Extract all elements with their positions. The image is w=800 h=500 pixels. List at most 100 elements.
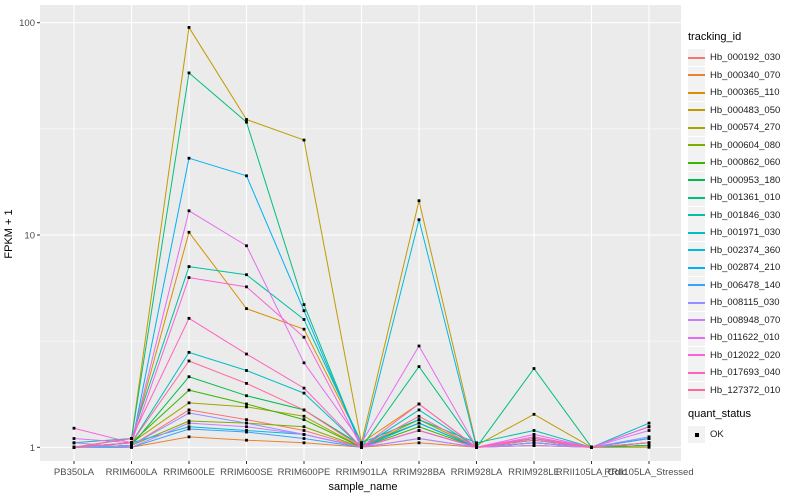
data-point [245,402,248,406]
data-point [360,444,363,447]
legend-line-swatch [688,336,705,339]
data-point [245,381,248,385]
legend-key-box [688,206,705,224]
legend-item: Hb_000604_080 [688,136,800,155]
x-tick-label: RRIM600PE [278,467,331,478]
legend-line-swatch [688,319,705,322]
data-point [302,433,306,436]
data-point [647,425,651,429]
data-point [245,244,248,248]
legend-line-swatch [688,109,705,112]
data-point [72,445,76,449]
legend-line-swatch [688,91,705,94]
legend-item: Hb_001971_030 [688,224,800,242]
data-point [647,435,651,439]
data-point [532,444,536,447]
data-point [245,425,248,429]
data-point [302,335,306,339]
y-tick-label: 100 [19,18,35,29]
x-tick-label: RRIM600LA [106,467,158,478]
data-point [187,375,191,379]
x-axis-title: sample_name [328,481,398,493]
legend-item: Hb_006478_140 [688,276,800,295]
data-point [187,388,191,392]
x-tick-label: RRIM600LE [163,467,215,478]
legend-item-label: Hb_008115_030 [710,297,780,309]
legend-line-swatch [688,301,705,304]
data-point [647,429,651,432]
legend-line-swatch [688,249,705,252]
legend-item: Hb_000574_270 [688,119,800,137]
legend-line-swatch [688,214,705,217]
x-tick-label: PB350LA [54,467,95,478]
data-point [417,199,421,203]
data-point [245,120,248,124]
data-point [417,437,421,440]
x-tick-label: RRIM600SE [220,467,273,478]
legend-key-box [688,119,705,137]
data-point [532,441,536,445]
data-point [302,138,306,142]
legend-key-box [688,311,705,329]
legend-key-box [688,381,705,399]
legend-item-label: Hb_127372_010 [710,384,781,396]
legend-item-label: Hb_000604_080 [710,139,781,151]
data-point [187,265,191,268]
data-point [475,444,478,447]
data-point [647,441,651,445]
legend-item: Hb_000862_060 [688,154,800,172]
legend-item-label: Hb_002374_360 [710,244,781,256]
legend-item-label: Hb_000862_060 [710,157,781,169]
legend-quant-status: quant_status OK [688,408,800,444]
data-point [245,118,248,121]
legend-item: Hb_000365_110 [688,84,800,102]
legend-line-swatch [688,284,705,287]
data-point [187,408,191,412]
legend-key-box [688,276,705,294]
legend-key-box [688,171,705,189]
data-point [187,359,191,363]
data-point [187,71,191,75]
data-point [302,303,306,307]
y-tick-label: 10 [24,231,35,242]
legend-item-label: Hb_000365_110 [710,87,780,99]
data-point [187,316,191,320]
data-point [72,426,76,430]
data-point [245,438,248,442]
data-point [302,318,306,321]
data-point [130,444,133,447]
legend-key-box [688,189,705,207]
legend-key-box [688,329,705,347]
data-point [187,427,191,431]
legend-item-label: Hb_012022_020 [710,349,781,361]
data-point [302,327,306,331]
data-point [475,445,478,449]
legend: tracking_id Hb_000192_030 Hb_000340_070 Hb… [688,31,800,444]
data-point [245,352,248,356]
data-point [532,438,536,442]
legend-item-label: Hb_000340_070 [710,69,781,81]
data-point [360,445,363,449]
data-point [417,218,421,222]
legend-item-label: Hb_017693_040 [710,367,781,379]
legend-item-label: Hb_002874_210 [710,262,781,274]
legend-key-box [688,294,705,312]
data-point [302,361,306,365]
legend-item: Hb_001846_030 [688,206,800,225]
legend-line-swatch [688,196,705,199]
data-point [187,26,191,29]
data-point [475,441,478,445]
legend-item-label: Hb_000953_180 [710,174,781,186]
data-point [130,445,133,449]
data-point [302,441,306,445]
data-point [647,437,651,440]
data-point [187,156,191,160]
data-point [187,419,191,423]
legend-key-box [688,259,705,277]
data-point [245,405,248,409]
legend-item: Hb_008948_070 [688,311,800,330]
data-point [360,441,363,445]
legend-item: Hb_000192_030 [688,49,800,67]
y-tick-label: 1 [30,443,35,454]
